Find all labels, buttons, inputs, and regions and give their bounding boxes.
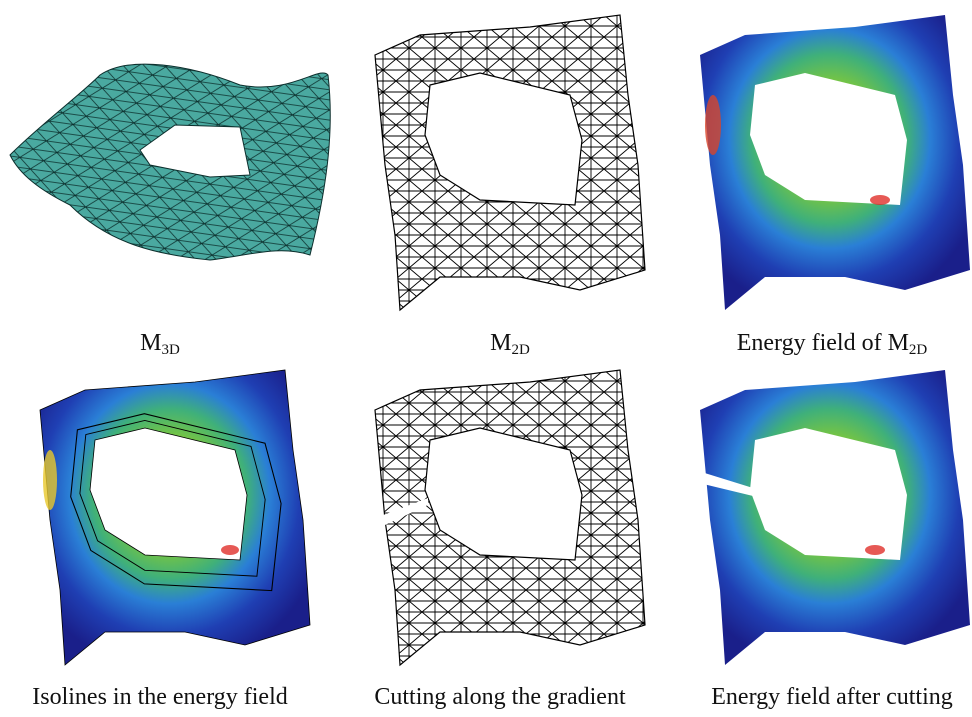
caption: Energy field of M2D bbox=[737, 330, 928, 358]
caption: Isolines in the energy field bbox=[32, 684, 288, 710]
energy-field bbox=[700, 15, 970, 310]
figure: M3D M2D Energy field of M2D Isolines in … bbox=[0, 0, 972, 717]
caption-sub: 3D bbox=[162, 342, 181, 358]
caption-text: M bbox=[140, 330, 161, 356]
caption-text: Energy field of M bbox=[737, 330, 909, 356]
caption-sub: 2D bbox=[909, 342, 928, 358]
isoline-field bbox=[40, 370, 310, 665]
caption-sub: 2D bbox=[512, 342, 531, 358]
caption: Cutting along the gradient bbox=[374, 684, 626, 710]
caption: Energy field after cutting bbox=[711, 684, 952, 710]
cut-mesh bbox=[370, 370, 645, 665]
energy-after-cut bbox=[695, 370, 970, 665]
surface-3d bbox=[10, 64, 330, 260]
caption: M2D bbox=[490, 330, 530, 358]
mesh-2d bbox=[375, 15, 645, 310]
caption: M3D bbox=[140, 330, 180, 358]
caption-text: M bbox=[490, 330, 511, 356]
